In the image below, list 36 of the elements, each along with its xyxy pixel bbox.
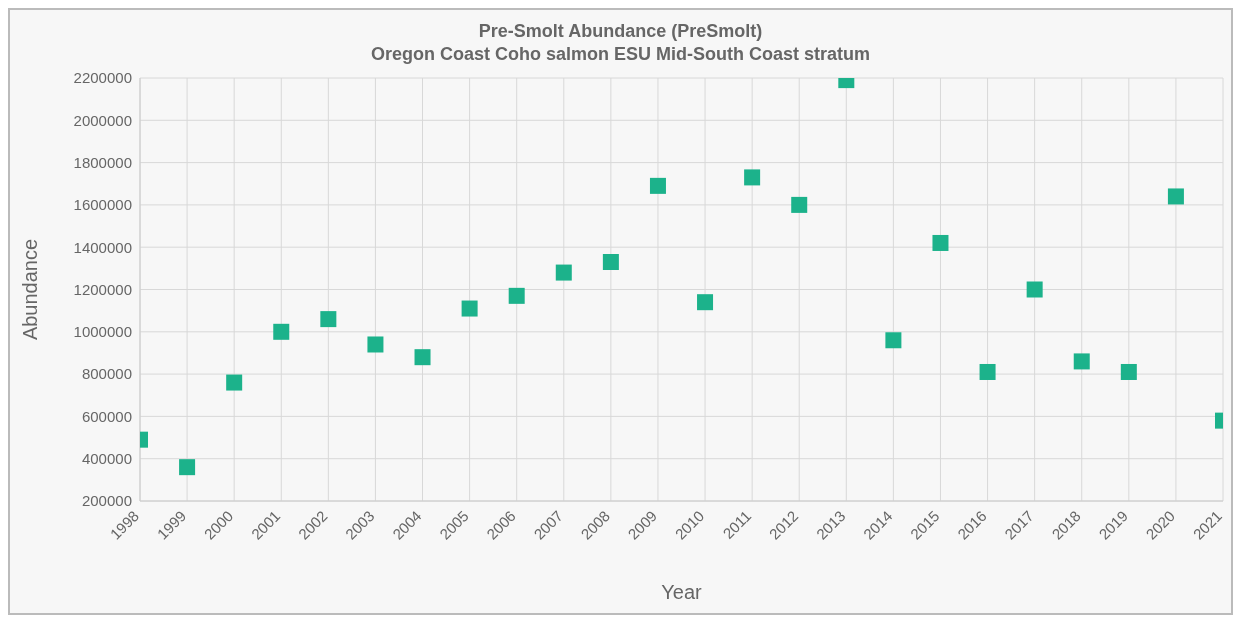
point <box>555 264 572 281</box>
y-tick-label: 1200000 <box>73 280 132 298</box>
y-axis-title: Abundance <box>19 238 42 341</box>
point <box>649 177 666 194</box>
point <box>414 349 431 366</box>
point <box>273 323 290 340</box>
point <box>1073 353 1090 370</box>
point <box>226 374 243 391</box>
chart-subtitle: Oregon Coast Coho salmon ESU Mid-South Coast stratum <box>370 43 871 66</box>
point <box>979 363 996 380</box>
point <box>791 196 808 213</box>
point <box>320 311 337 328</box>
y-tick-label: 800000 <box>81 365 132 383</box>
chart-title: Pre-Smolt Abundance (PreSmolt) <box>477 20 764 43</box>
y-tick-label: 1600000 <box>73 196 132 214</box>
y-tick-label: 600000 <box>81 407 132 425</box>
point <box>179 459 196 476</box>
y-tick-label: 2000000 <box>73 111 132 129</box>
point <box>602 254 619 271</box>
point <box>1026 281 1043 298</box>
point <box>1167 188 1184 205</box>
point <box>461 300 478 317</box>
x-axis-title: Year <box>661 581 703 603</box>
y-tick-label: 1800000 <box>73 153 132 171</box>
point <box>885 332 902 349</box>
point <box>744 169 761 186</box>
point <box>508 287 525 304</box>
point <box>367 336 384 353</box>
y-tick-label: 200000 <box>81 492 132 510</box>
y-tick-label: 1400000 <box>73 238 132 256</box>
y-tick-label: 400000 <box>81 450 132 468</box>
point <box>932 234 949 251</box>
y-tick-label: 1000000 <box>73 323 132 341</box>
y-tick-label: 2200000 <box>73 69 132 87</box>
point <box>697 294 714 311</box>
point <box>1120 363 1137 380</box>
